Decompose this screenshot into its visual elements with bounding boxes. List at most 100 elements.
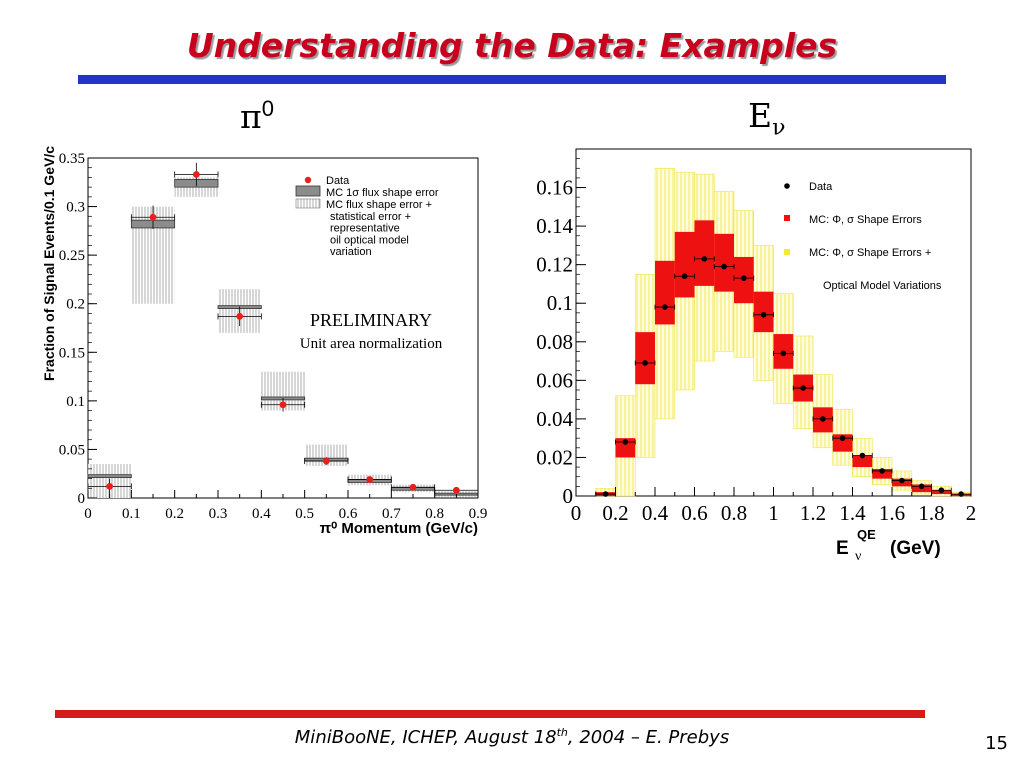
right-red-error-box [674,231,695,298]
right-data-point [602,491,609,497]
right-red-error-box [655,260,675,325]
right-legend-data-label: Data [809,181,833,193]
footer-pre: MiniBooNE, ICHEP, August 18 [294,727,557,748]
right-x-axis-label-sup: QE [857,527,876,542]
left-data-point [236,312,244,320]
right-legend-yellow-label-2: Optical Model Variations [823,280,942,292]
right-y-tick-label: 0.06 [536,368,573,392]
right-red-error-box [753,291,774,333]
right-data-point [958,491,964,497]
left-y-tick-label: 0 [78,491,86,507]
left-y-tick-label: 0.15 [59,345,85,361]
right-data-point [662,304,668,310]
right-x-tick-label: 0.4 [642,501,669,525]
left-legend-stat-label: representative [330,223,400,235]
left-shape-error-box [87,474,132,478]
title-underline-bar [78,75,946,84]
footer-post: , 2004 – E. Prebys [567,727,730,748]
left-data-point [322,457,330,465]
right-y-tick-label: 0.04 [536,407,573,431]
footer-bar [55,710,925,718]
right-legend-yellow-label: MC: Φ, σ Shape Errors + [809,247,931,259]
left-y-tick-label: 0.2 [66,297,85,313]
right-y-tick-label: 0.02 [536,445,573,469]
right-data-point [820,416,826,422]
left-data-point [192,171,200,178]
right-x-tick-label: 1.6 [879,501,905,525]
left-y-tick-label: 0.35 [59,151,85,167]
right-red-error-box [872,469,892,479]
right-data-point [622,439,629,445]
left-data-point [366,476,374,483]
right-y-tick-label: 0.14 [536,214,573,238]
right-x-tick-label: 0.2 [602,501,628,525]
right-y-tick-label: 0.1 [547,291,573,315]
right-data-point [760,311,767,318]
right-legend-yellow-marker [784,249,790,255]
right-data-point [721,263,727,270]
left-y-tick-label: 0.25 [59,248,85,264]
right-red-error-box [615,438,636,458]
left-x-tick-label: 0.8 [425,506,444,522]
left-preliminary-annotation: PRELIMINARY [310,310,432,330]
left-x-tick-label: 0 [84,506,92,522]
right-data-point [741,275,747,281]
e-nu-symbol-sub: ν [772,115,786,141]
right-data-point [780,350,787,357]
right-red-error-box [852,455,873,468]
right-data-point [859,452,866,459]
right-data-point [681,273,688,280]
pi0-symbol-base: π [240,97,262,136]
left-x-tick-label: 0.2 [165,506,184,522]
left-legend-stat-label: MC flux shape error + [326,199,432,211]
footer-sup: th [556,726,568,739]
right-data-point [938,487,945,494]
right-legend-red-label: MC: Φ, σ Shape Errors [809,214,922,226]
left-legend-shape-swatch [295,185,321,197]
left-x-tick-label: 0.3 [209,506,228,522]
right-x-axis-label-sub: ν [855,549,861,564]
left-legend-stat-label: variation [330,246,372,258]
left-legend-stat-swatch [295,198,321,209]
pi0-symbol: π0 [240,96,274,136]
right-data-point [642,360,648,366]
right-y-tick-label: 0.08 [536,330,573,354]
right-x-tick-label: 1 [768,501,779,525]
left-x-tick-label: 0.1 [122,506,141,522]
right-x-axis-label-unit: (GeV) [890,538,941,559]
left-data-point [452,486,460,494]
right-data-point [918,483,925,490]
right-y-tick-label: 0.12 [536,253,573,277]
right-x-tick-label: 0.8 [721,501,747,525]
right-red-error-box [635,332,655,385]
left-legend-data-label: Data [326,175,350,187]
right-data-point [839,435,846,441]
left-y-tick-label: 0.05 [59,442,85,458]
right-x-tick-label: 0.6 [681,501,707,525]
left-data-point [409,483,417,491]
left-data-point [149,213,157,221]
right-legend-red-marker [784,215,790,221]
left-data-point [279,401,287,409]
right-x-tick-label: 1.8 [918,501,944,525]
left-legend-stat-label: statistical error + [330,211,411,223]
right-legend-data-marker [784,183,790,189]
e-nu-symbol-base: E [748,96,773,135]
left-y-tick-label: 0.1 [66,394,85,410]
right-x-tick-label: 2 [966,501,977,525]
left-x-tick-label: 0.4 [252,506,271,522]
slide-title: Understanding the Data: Examples [186,26,838,65]
left-normalization-annotation: Unit area normalization [300,336,443,352]
right-y-tick-label: 0 [563,484,574,508]
right-x-tick-label: 1.4 [839,501,866,525]
right-data-point [879,468,885,474]
left-legend-data-marker [304,176,312,184]
right-data-point [701,256,708,262]
right-y-tick-label: 0.16 [536,176,573,200]
left-x-tick-label: 0.5 [295,506,314,522]
right-x-tick-label: 1.2 [800,501,826,525]
left-y-tick-label: 0.3 [66,200,85,216]
right-red-error-box [832,434,853,452]
left-x-tick-label: 0.9 [469,506,488,522]
